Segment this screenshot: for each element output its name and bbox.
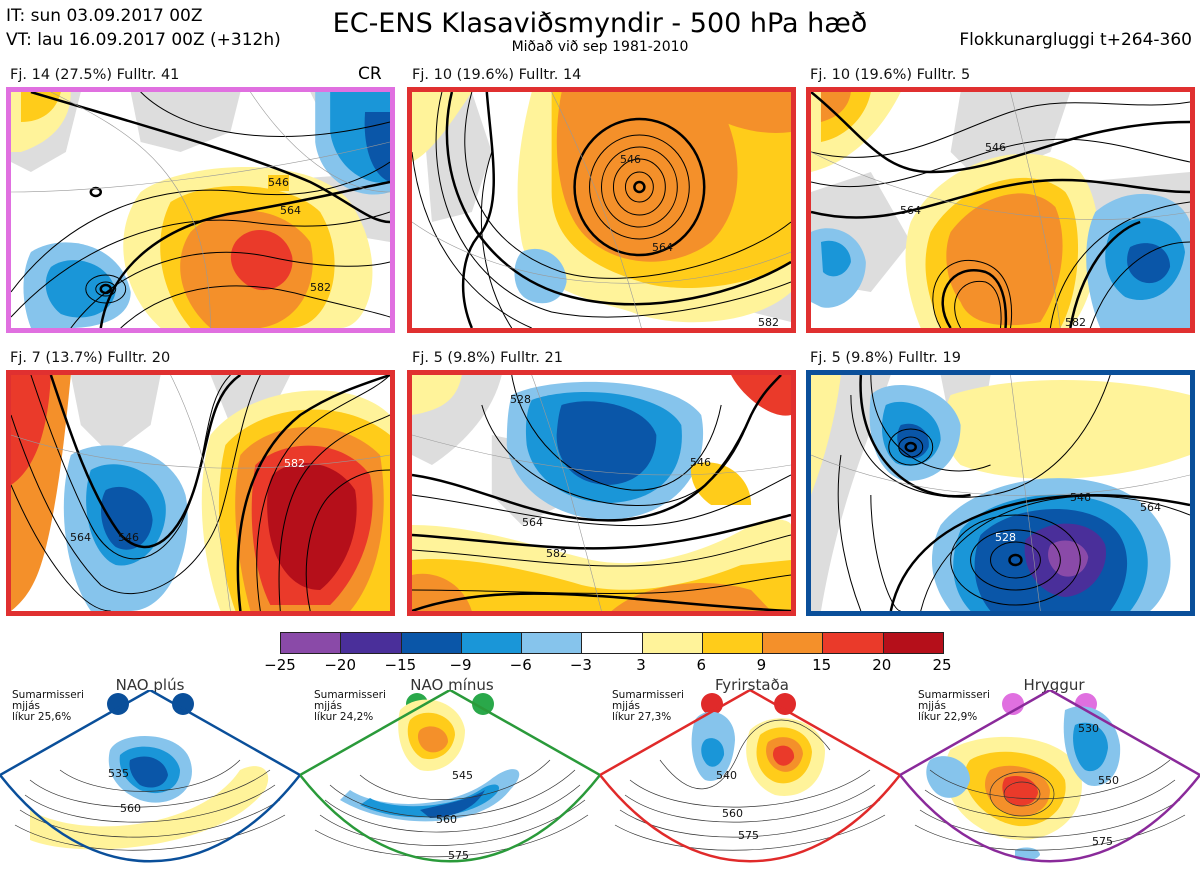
regime-4-probability: líkur 22,9% (918, 711, 978, 723)
chart-title: EC-ENS Klasaviðsmyndir - 500 hPa hæð (332, 8, 868, 39)
panel-4-contour-582: 582 (284, 457, 305, 470)
cluster-map-2 (407, 87, 796, 333)
regime-map-ridge (900, 690, 1200, 863)
colorbar-bin (702, 633, 764, 653)
panel-2-contour-546: 546 (620, 153, 641, 166)
panel-6-contour-528: 528 (995, 531, 1016, 544)
regime-1-contour-560: 560 (120, 802, 141, 815)
regime-3-title: Fyrirstaða (715, 676, 789, 694)
regime-map-nao-minus (300, 690, 600, 863)
regime-3-contour-575: 575 (738, 829, 759, 842)
colorbar-bin (341, 633, 402, 653)
regime-4-season: Sumarmisseri (918, 689, 990, 701)
colorbar-tick-label: 20 (872, 656, 892, 674)
colorbar-tick-label: −3 (569, 656, 592, 674)
panel-2-contour-582: 582 (758, 316, 779, 329)
regime-1-title: NAO plús (115, 676, 185, 694)
colorbar-bin (823, 633, 884, 653)
regime-2-contour-545: 545 (452, 769, 473, 782)
regime-1-months: mjjás (12, 700, 40, 712)
regime-4-contour-575: 575 (1092, 835, 1113, 848)
panel-3-contour-582: 582 (1065, 316, 1086, 329)
panel-3-label: Fj. 10 (19.6%) Fulltr. 5 (810, 67, 971, 83)
regime-1-marker-left (107, 693, 129, 715)
colorbar-tick-label: −25 (264, 656, 296, 674)
regime-4-contour-530: 530 (1078, 722, 1099, 735)
regime-3-months: mjjás (612, 700, 640, 712)
regime-2-contour-575: 575 (448, 849, 469, 862)
panel-3-contour-546: 546 (985, 141, 1006, 154)
regime-map-blocking (600, 690, 900, 863)
colorbar-bin (281, 633, 342, 653)
colorbar-tick-label: 6 (696, 656, 707, 674)
panel-4-contour-546: 546 (118, 531, 139, 544)
regime-4-contour-550: 550 (1098, 774, 1119, 787)
regime-2-probability: líkur 24,2% (314, 711, 374, 723)
panel-4-label: Fj. 7 (13.7%) Fulltr. 20 (10, 350, 171, 366)
panel-2-label: Fj. 10 (19.6%) Fulltr. 14 (412, 67, 582, 83)
init-time: IT: sun 03.09.2017 00Z (6, 6, 203, 26)
regime-map-nao-plus (0, 690, 300, 863)
colorbar-bin (522, 633, 583, 653)
colorbar-bin (582, 633, 643, 653)
panel-5-contour-546: 546 (690, 456, 711, 469)
colorbar-tick-label: −15 (384, 656, 417, 674)
regime-4-marker-left (1002, 693, 1024, 715)
regime-2-contour-560: 560 (436, 813, 457, 826)
regime-3-contour-560: 560 (722, 807, 743, 820)
regime-1-contour-535: 535 (108, 767, 129, 780)
panel-3-contour-564: 564 (900, 204, 921, 217)
colorbar-tick-label: −6 (509, 656, 532, 674)
valid-time: VT: lau 16.09.2017 00Z (+312h) (6, 30, 281, 50)
colorbar-bin (401, 633, 462, 653)
regime-4-months: mjjás (918, 700, 946, 712)
panel-1-label: Fj. 14 (27.5%) Fulltr. 41 (10, 67, 180, 83)
regime-3-probability: líkur 27,3% (612, 711, 672, 723)
colorbar-bin (642, 633, 703, 653)
colorbar-tick-label: 25 (932, 656, 952, 674)
panel-6-label: Fj. 5 (9.8%) Fulltr. 19 (810, 350, 961, 366)
colorbar (280, 632, 944, 654)
regime-2-season: Sumarmisseri (314, 689, 386, 701)
panel-1-contour-546: 546 (268, 175, 289, 191)
colorbar-tick-label: 9 (756, 656, 767, 674)
regime-3-season: Sumarmisseri (612, 689, 684, 701)
panel-1-contour-564: 564 (280, 204, 301, 217)
cluster-map-4 (6, 370, 395, 616)
cluster-map-3 (806, 87, 1195, 333)
panel-6-contour-546: 546 (1070, 491, 1091, 504)
regime-1-marker-right (172, 693, 194, 715)
cluster-map-6 (806, 370, 1195, 616)
panel-6-contour-564: 564 (1140, 501, 1161, 514)
colorbar-bin (883, 633, 943, 653)
classification-window: Flokkunargluggi t+264-360 (959, 30, 1192, 50)
colorbar-tick-label: −9 (449, 656, 472, 674)
regime-2-marker-right (472, 693, 494, 715)
panel-1-contour-582: 582 (310, 281, 331, 294)
regime-3-contour-540: 540 (716, 769, 737, 782)
regime-4-title: Hryggur (1023, 676, 1085, 694)
panel-2-contour-564: 564 (652, 241, 673, 254)
panel-4-contour-564: 564 (70, 531, 91, 544)
panel-5-contour-564: 564 (522, 516, 543, 529)
cluster-map-5 (407, 370, 796, 616)
colorbar-tick-label: −20 (324, 656, 356, 674)
colorbar-tick-label: 3 (636, 656, 646, 674)
panel-1-tag: CR (358, 64, 382, 84)
cluster-map-1 (6, 87, 395, 333)
panel-5-contour-528: 528 (510, 393, 531, 406)
colorbar-bin (461, 633, 523, 653)
colorbar-tick-label: 15 (812, 656, 832, 674)
chart-subtitle: Miðað við sep 1981-2010 (511, 39, 689, 55)
regime-1-season: Sumarmisseri (12, 689, 84, 701)
panel-5-label: Fj. 5 (9.8%) Fulltr. 21 (412, 350, 563, 366)
panel-5-contour-582: 582 (546, 547, 567, 560)
regime-1-probability: líkur 25,6% (12, 711, 72, 723)
regime-3-marker-right (774, 693, 796, 715)
colorbar-bin (763, 633, 824, 653)
regime-2-months: mjjás (314, 700, 342, 712)
regime-2-title: NAO mínus (410, 676, 494, 694)
